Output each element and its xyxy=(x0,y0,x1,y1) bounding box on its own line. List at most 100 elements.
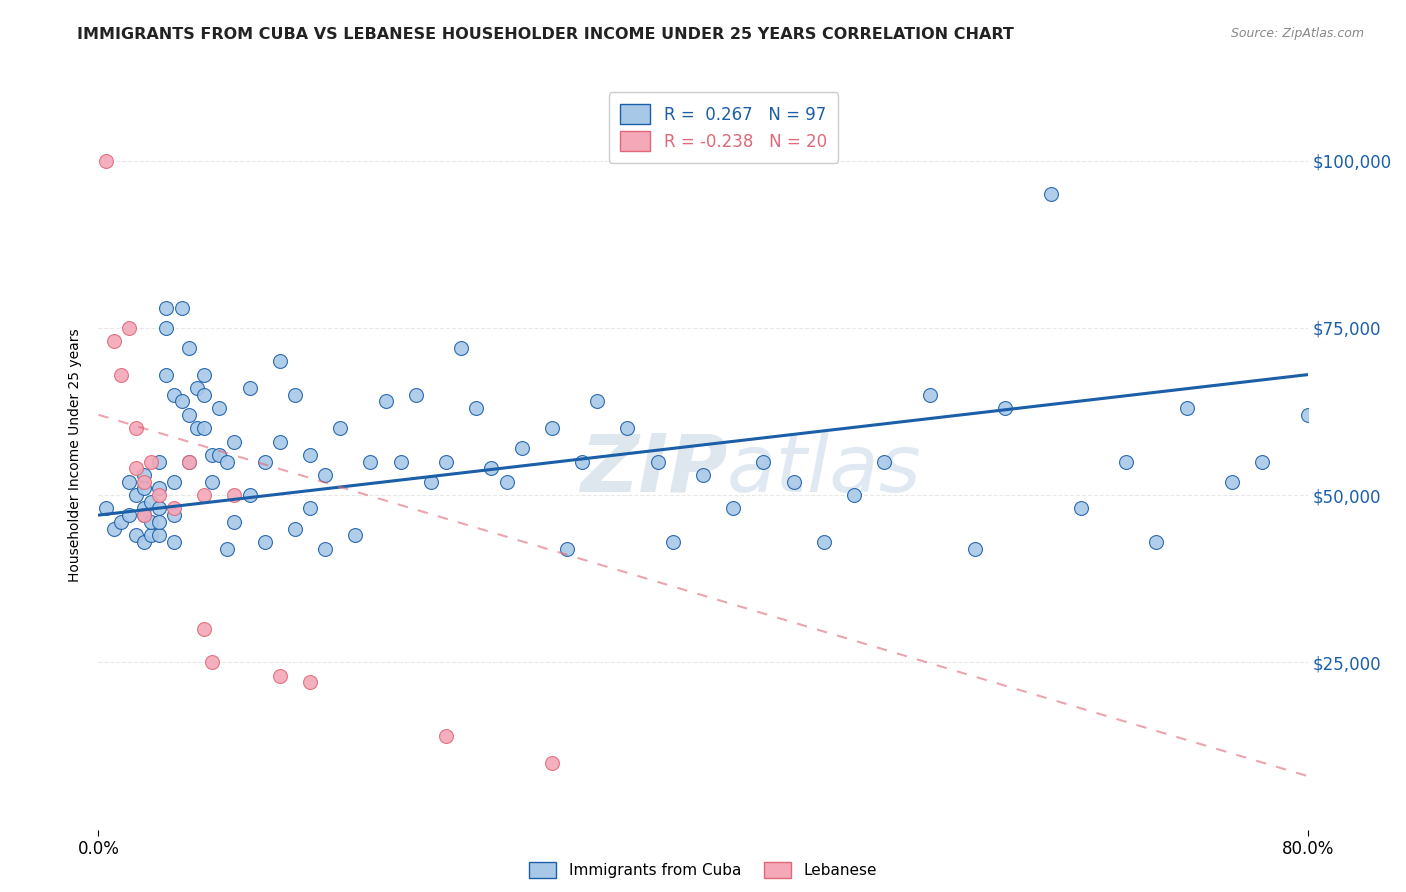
Point xyxy=(118,320,141,334)
Point xyxy=(193,421,215,435)
Point xyxy=(141,454,163,469)
Point xyxy=(148,454,170,469)
Point xyxy=(132,508,155,523)
Text: Source: ZipAtlas.com: Source: ZipAtlas.com xyxy=(1230,27,1364,40)
Point xyxy=(201,655,224,669)
Point xyxy=(94,153,117,168)
Point xyxy=(253,534,276,549)
Point xyxy=(299,675,322,690)
Point xyxy=(571,454,593,469)
Point xyxy=(170,301,193,315)
Point xyxy=(179,341,201,355)
Point xyxy=(269,669,291,683)
Point xyxy=(132,475,155,489)
Point xyxy=(269,434,291,449)
Point xyxy=(163,475,186,489)
Point xyxy=(179,454,201,469)
Point xyxy=(132,482,155,496)
Point xyxy=(481,461,503,475)
Y-axis label: Householder Income Under 25 years: Householder Income Under 25 years xyxy=(69,328,83,582)
Point xyxy=(314,541,336,556)
Point xyxy=(125,421,148,435)
Point xyxy=(1175,401,1198,416)
Point xyxy=(1251,454,1274,469)
Point xyxy=(148,501,170,516)
Point xyxy=(965,541,987,556)
Text: atlas: atlas xyxy=(727,431,922,509)
Point xyxy=(170,394,193,409)
Point xyxy=(813,534,835,549)
Point xyxy=(163,501,186,516)
Point xyxy=(155,301,177,315)
Point xyxy=(555,541,578,556)
Point xyxy=(540,421,562,435)
Point xyxy=(201,448,224,462)
Point xyxy=(253,454,276,469)
Point xyxy=(132,467,155,482)
Point xyxy=(299,448,322,462)
Point xyxy=(994,401,1017,416)
Point xyxy=(110,515,132,529)
Point xyxy=(314,467,336,482)
Point xyxy=(360,454,382,469)
Point xyxy=(103,334,125,348)
Point xyxy=(723,501,745,516)
Point xyxy=(1327,454,1350,469)
Point xyxy=(616,421,638,435)
Point xyxy=(148,515,170,529)
Point xyxy=(1372,521,1395,535)
Point xyxy=(193,488,215,502)
Point xyxy=(1070,501,1092,516)
Point xyxy=(155,320,177,334)
Point xyxy=(163,508,186,523)
Point xyxy=(163,534,186,549)
Point xyxy=(434,729,457,743)
Point xyxy=(103,521,125,535)
Legend: R =  0.267   N = 97, R = -0.238   N = 20: R = 0.267 N = 97, R = -0.238 N = 20 xyxy=(609,93,838,163)
Point xyxy=(344,528,367,542)
Point xyxy=(141,494,163,508)
Point xyxy=(389,454,412,469)
Point xyxy=(132,534,155,549)
Point xyxy=(186,421,208,435)
Point xyxy=(692,467,714,482)
Point xyxy=(661,534,683,549)
Point xyxy=(224,515,246,529)
Point xyxy=(224,488,246,502)
Point xyxy=(155,368,177,382)
Point xyxy=(118,475,141,489)
Point xyxy=(284,387,307,401)
Point xyxy=(783,475,806,489)
Point xyxy=(1115,454,1137,469)
Point xyxy=(586,394,609,409)
Point xyxy=(141,528,163,542)
Point xyxy=(405,387,427,401)
Point xyxy=(873,454,896,469)
Point xyxy=(148,482,170,496)
Point xyxy=(125,461,148,475)
Point xyxy=(434,454,457,469)
Point xyxy=(284,521,307,535)
Point xyxy=(94,501,117,516)
Point xyxy=(148,488,170,502)
Point xyxy=(215,541,238,556)
Point xyxy=(193,622,215,636)
Text: ZIP: ZIP xyxy=(579,431,727,509)
Point xyxy=(1144,534,1167,549)
Point xyxy=(186,381,208,395)
Point xyxy=(179,454,201,469)
Point xyxy=(540,756,562,770)
Point xyxy=(329,421,352,435)
Text: IMMIGRANTS FROM CUBA VS LEBANESE HOUSEHOLDER INCOME UNDER 25 YEARS CORRELATION C: IMMIGRANTS FROM CUBA VS LEBANESE HOUSEHO… xyxy=(77,27,1014,42)
Point xyxy=(215,454,238,469)
Legend: Immigrants from Cuba, Lebanese: Immigrants from Cuba, Lebanese xyxy=(523,855,883,884)
Point xyxy=(201,475,224,489)
Point xyxy=(208,448,231,462)
Point xyxy=(141,515,163,529)
Point xyxy=(193,368,215,382)
Point xyxy=(118,508,141,523)
Point xyxy=(148,528,170,542)
Point xyxy=(125,528,148,542)
Point xyxy=(163,387,186,401)
Point xyxy=(132,508,155,523)
